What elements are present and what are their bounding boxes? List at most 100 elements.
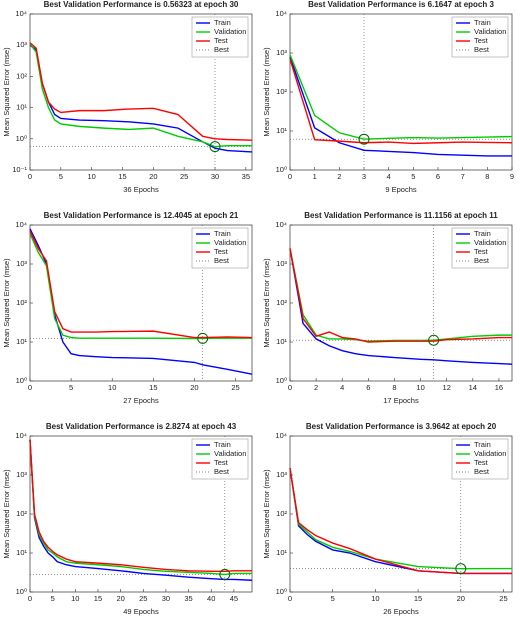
x-tick-label: 2 [314,383,318,392]
x-tick-label: 20 [190,383,198,392]
x-tick-label: 0 [28,172,32,181]
y-tick-label: 10¹ [276,337,287,346]
y-tick-label: 10⁴ [15,9,27,18]
legend-label: Train [474,440,491,449]
chart-title: Best Validation Performance is 3.9642 at… [306,422,497,431]
x-tick-label: 0 [288,172,292,181]
x-tick-label: 15 [118,172,126,181]
x-tick-label: 25 [139,594,147,603]
legend-label: Validation [474,449,506,458]
x-tick-label: 3 [362,172,366,181]
series-line [29,439,253,581]
x-tick-label: 15 [414,594,422,603]
legend-label: Test [214,36,229,45]
y-tick-label: 10⁴ [275,220,287,229]
y-axis-label: Mean Squared Error (mse) [262,47,271,137]
y-tick-label: 10¹ [276,126,287,135]
x-axis-label: 36 Epochs [123,185,159,194]
y-tick-label: 10¹ [16,337,27,346]
y-tick-label: 10² [16,298,27,307]
x-axis-label: 9 Epochs [385,185,417,194]
x-tick-label: 20 [149,172,157,181]
x-tick-label: 5 [59,172,63,181]
chart-title: Best Validation Performance is 11.1156 a… [304,211,498,220]
legend-label: Validation [474,27,506,36]
legend-label: Test [214,458,229,467]
x-axis-label: 27 Epochs [123,396,159,405]
legend-label: Best [474,256,490,265]
y-tick-label: 10⁴ [15,431,27,440]
y-tick-label: 10⁰ [16,587,27,596]
y-tick-label: 10² [276,509,287,518]
best-marker [358,133,370,145]
series-line [289,248,513,365]
x-tick-label: 4 [387,172,391,181]
y-tick-label: 10³ [276,470,287,479]
x-tick-label: 20 [457,594,465,603]
best-marker [428,334,440,346]
x-tick-label: 0 [288,594,292,603]
y-tick-label: 10⁻¹ [12,165,27,174]
chart-panel: Best Validation Performance is 12.4045 a… [2,211,253,405]
series-line [289,468,512,575]
x-tick-label: 25 [499,594,507,603]
x-tick-label: 10 [371,594,379,603]
y-tick-label: 10¹ [276,548,287,557]
x-axis-label: 49 Epochs [123,607,159,616]
series-line [289,248,512,343]
legend-label: Test [214,247,229,256]
y-tick-label: 10⁴ [275,431,287,440]
best-marker [455,563,467,575]
y-tick-label: 10⁰ [276,587,287,596]
y-tick-label: 10² [276,87,287,96]
x-axis-label: 26 Epochs [383,607,419,616]
series-line [29,233,252,340]
series-line [29,42,253,141]
x-tick-label: 15 [149,383,157,392]
x-tick-label: 10 [87,172,95,181]
y-axis-label: Mean Squared Error (mse) [262,469,271,559]
legend-label: Test [474,247,489,256]
x-tick-label: 30 [211,172,219,181]
y-tick-label: 10² [16,509,27,518]
legend-label: Train [474,18,491,27]
series-line [289,54,513,140]
series-line [29,43,252,148]
chart-panel: Best Validation Performance is 3.9642 at… [262,422,513,616]
y-tick-label: 10³ [276,259,287,268]
x-tick-label: 4 [340,383,344,392]
legend-label: Train [474,229,491,238]
y-axis-label: Mean Squared Error (mse) [2,469,11,559]
x-tick-label: 6 [436,172,440,181]
chart-title: Best Validation Performance is 12.4045 a… [44,211,239,220]
x-tick-label: 8 [392,383,396,392]
y-tick-label: 10⁴ [15,220,27,229]
legend-label: Best [474,467,490,476]
chart-title: Best Validation Performance is 6.1647 at… [308,0,494,9]
best-marker [209,141,221,153]
legend-label: Validation [474,238,506,247]
x-tick-label: 30 [162,594,170,603]
y-tick-label: 10⁰ [276,165,287,174]
x-tick-label: 7 [461,172,465,181]
x-tick-label: 5 [411,172,415,181]
series-line [29,230,253,339]
y-tick-label: 10¹ [16,103,27,112]
x-tick-label: 16 [495,383,503,392]
legend-label: Validation [214,449,246,458]
x-tick-label: 10 [71,594,79,603]
chart-panel: Best Validation Performance is 0.56323 a… [2,0,253,194]
y-tick-label: 10³ [16,259,27,268]
x-tick-label: 10 [416,383,424,392]
x-tick-label: 35 [184,594,192,603]
chart-panel: Best Validation Performance is 11.1156 a… [262,211,513,405]
x-tick-label: 0 [28,594,32,603]
y-axis-label: Mean Squared Error (mse) [2,258,11,348]
chart-title: Best Validation Performance is 2.8274 at… [46,422,237,431]
legend-label: Train [214,229,231,238]
legend-label: Best [214,467,230,476]
x-axis-label: 17 Epochs [383,396,419,405]
series-line [289,468,512,570]
y-tick-label: 10⁰ [276,376,287,385]
chart-panel: Best Validation Performance is 2.8274 at… [2,422,253,616]
